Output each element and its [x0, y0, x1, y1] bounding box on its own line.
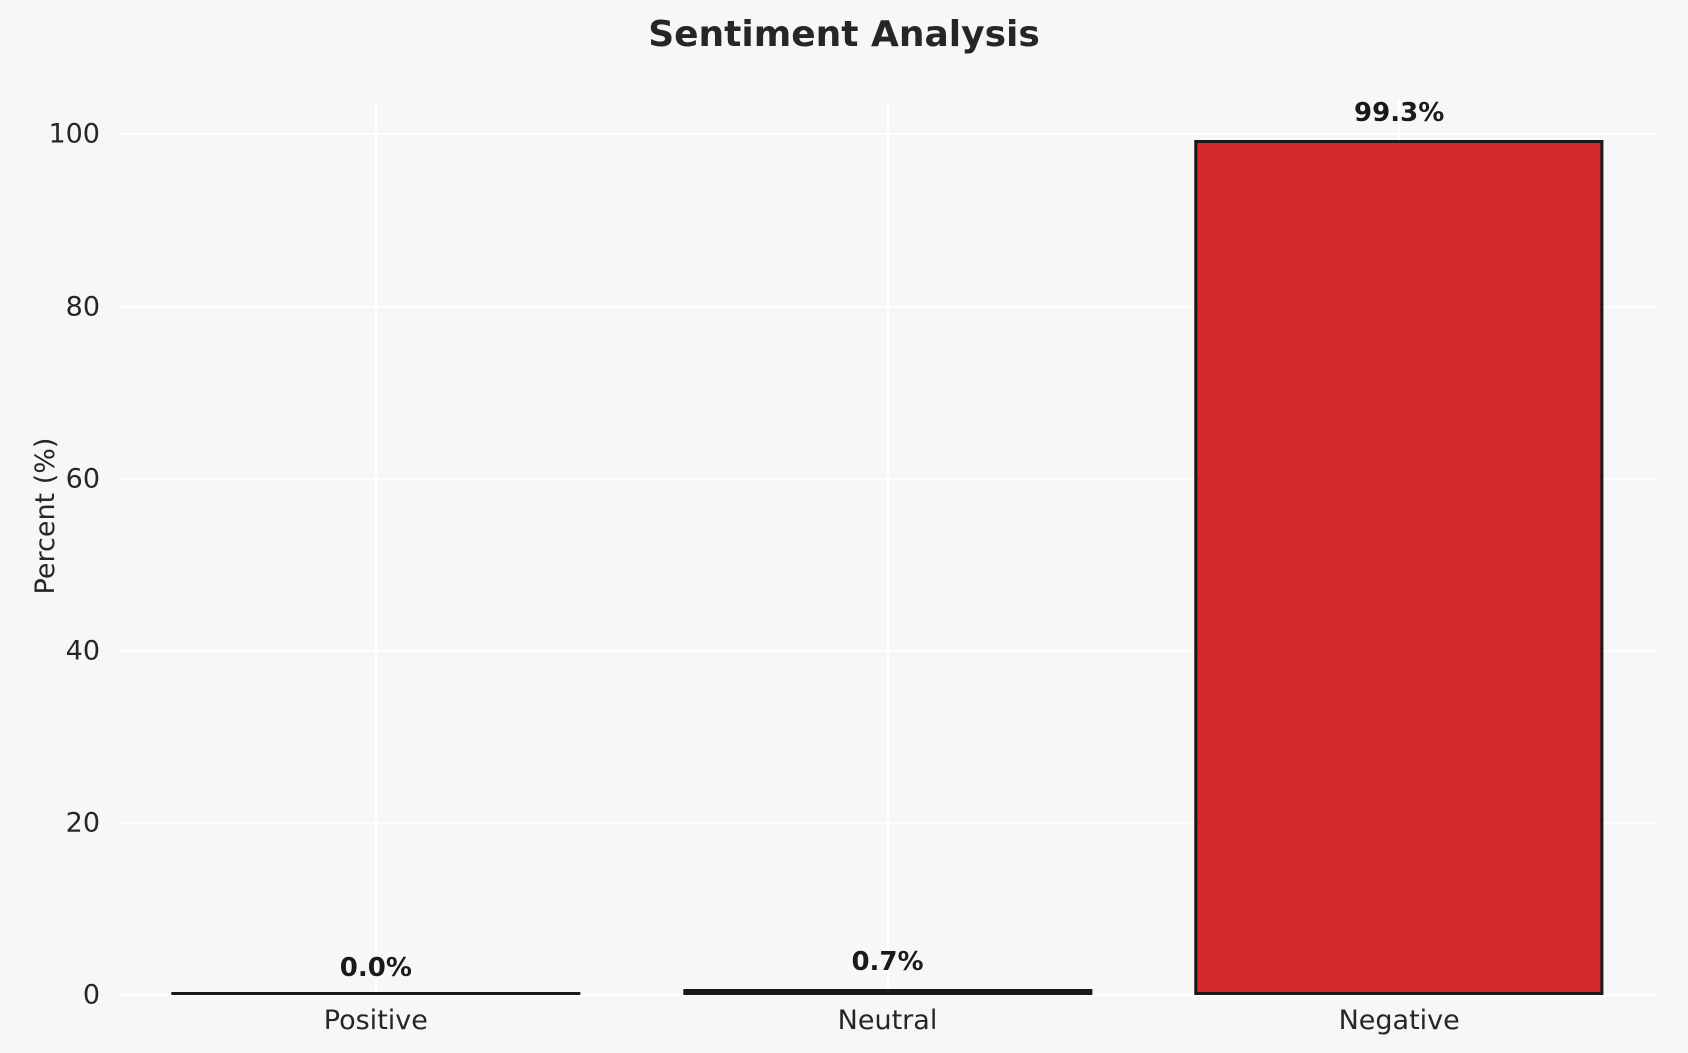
x-tick-label-negative: Negative [1338, 1005, 1460, 1036]
bar-neutral[interactable] [682, 988, 1093, 995]
gridline-vertical [374, 100, 377, 995]
y-tick-label: 60 [65, 463, 100, 495]
bar-value-positive: 0.0% [339, 953, 412, 983]
bar-value-neutral: 0.7% [851, 946, 924, 977]
bar-negative[interactable] [1194, 140, 1604, 995]
y-tick-label: 80 [65, 291, 100, 323]
bar-value-negative: 99.3% [1354, 98, 1445, 129]
gridline-vertical [886, 100, 889, 995]
y-axis-label: Percent (%) [30, 437, 61, 595]
x-tick-label-positive: Positive [323, 1005, 428, 1036]
y-tick-label: 0 [82, 979, 100, 1011]
y-tick-label: 100 [48, 118, 100, 150]
y-tick-label: 40 [65, 635, 100, 667]
x-tick-label-neutral: Neutral [837, 1005, 938, 1036]
page-title: Sentiment Analysis [648, 14, 1040, 55]
bar-positive[interactable] [171, 992, 581, 995]
plot-area [120, 100, 1655, 996]
y-tick-label: 20 [65, 807, 100, 839]
gridline-horizontal [120, 994, 1655, 996]
